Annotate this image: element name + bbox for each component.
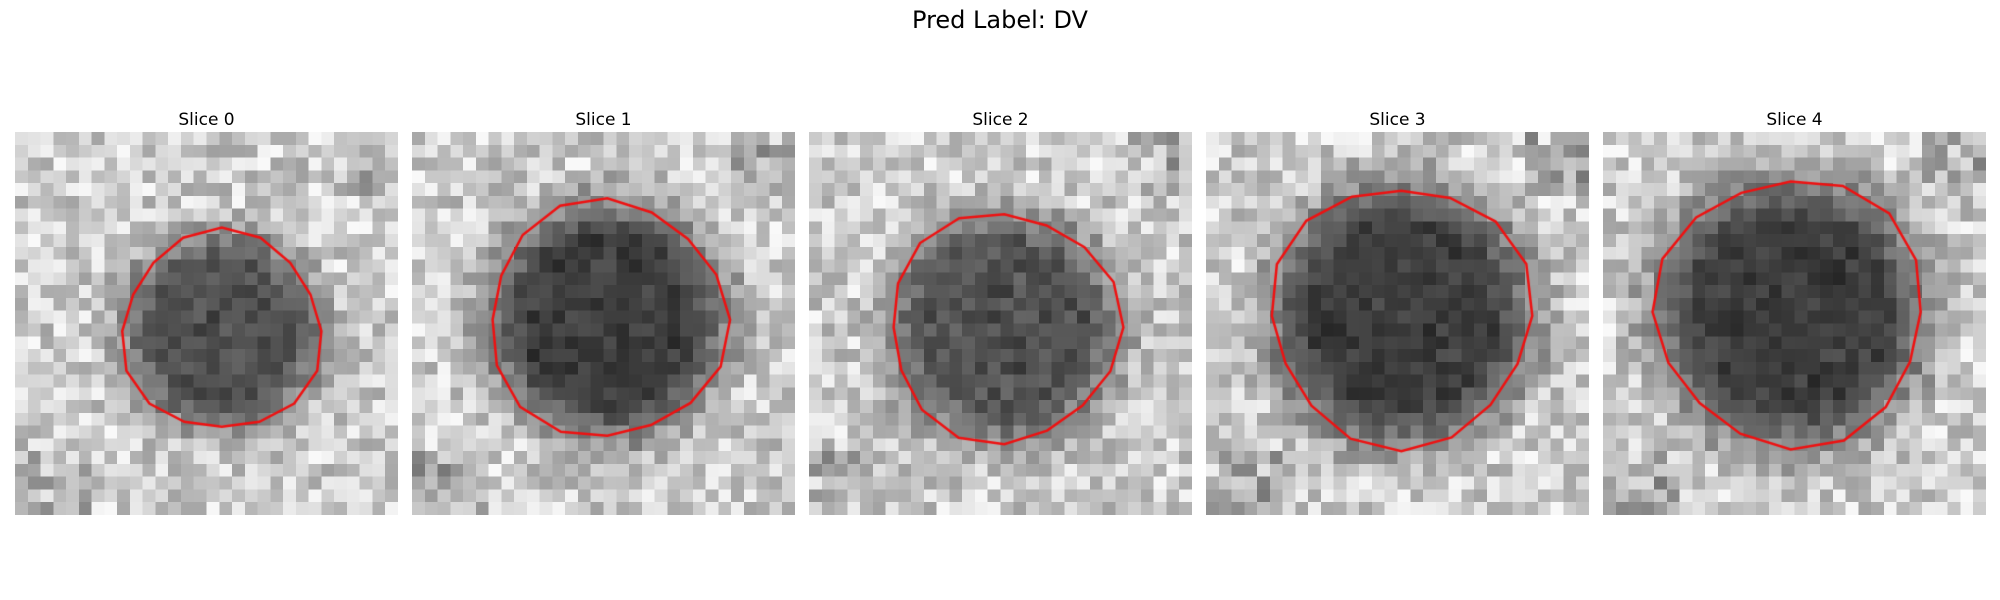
slice-title: Slice 4	[1766, 110, 1823, 130]
slice-title: Slice 1	[575, 110, 632, 130]
slice-title: Slice 3	[1369, 110, 1426, 130]
slice-panel-4: Slice 4	[1603, 108, 1986, 515]
figure-title: Pred Label: DV	[912, 6, 1088, 34]
slice-panel-0: Slice 0	[15, 108, 398, 515]
slice-title: Slice 2	[972, 110, 1029, 130]
segmentation-contour	[412, 132, 795, 515]
slice-title: Slice 0	[178, 110, 235, 130]
segmentation-contour	[1603, 132, 1986, 515]
slice-panel-2: Slice 2	[809, 108, 1192, 515]
segmentation-contour	[15, 132, 398, 515]
slice-panel-1: Slice 1	[412, 108, 795, 515]
segmentation-contour	[809, 132, 1192, 515]
slice-panel-3: Slice 3	[1206, 108, 1589, 515]
segmentation-contour	[1206, 132, 1589, 515]
